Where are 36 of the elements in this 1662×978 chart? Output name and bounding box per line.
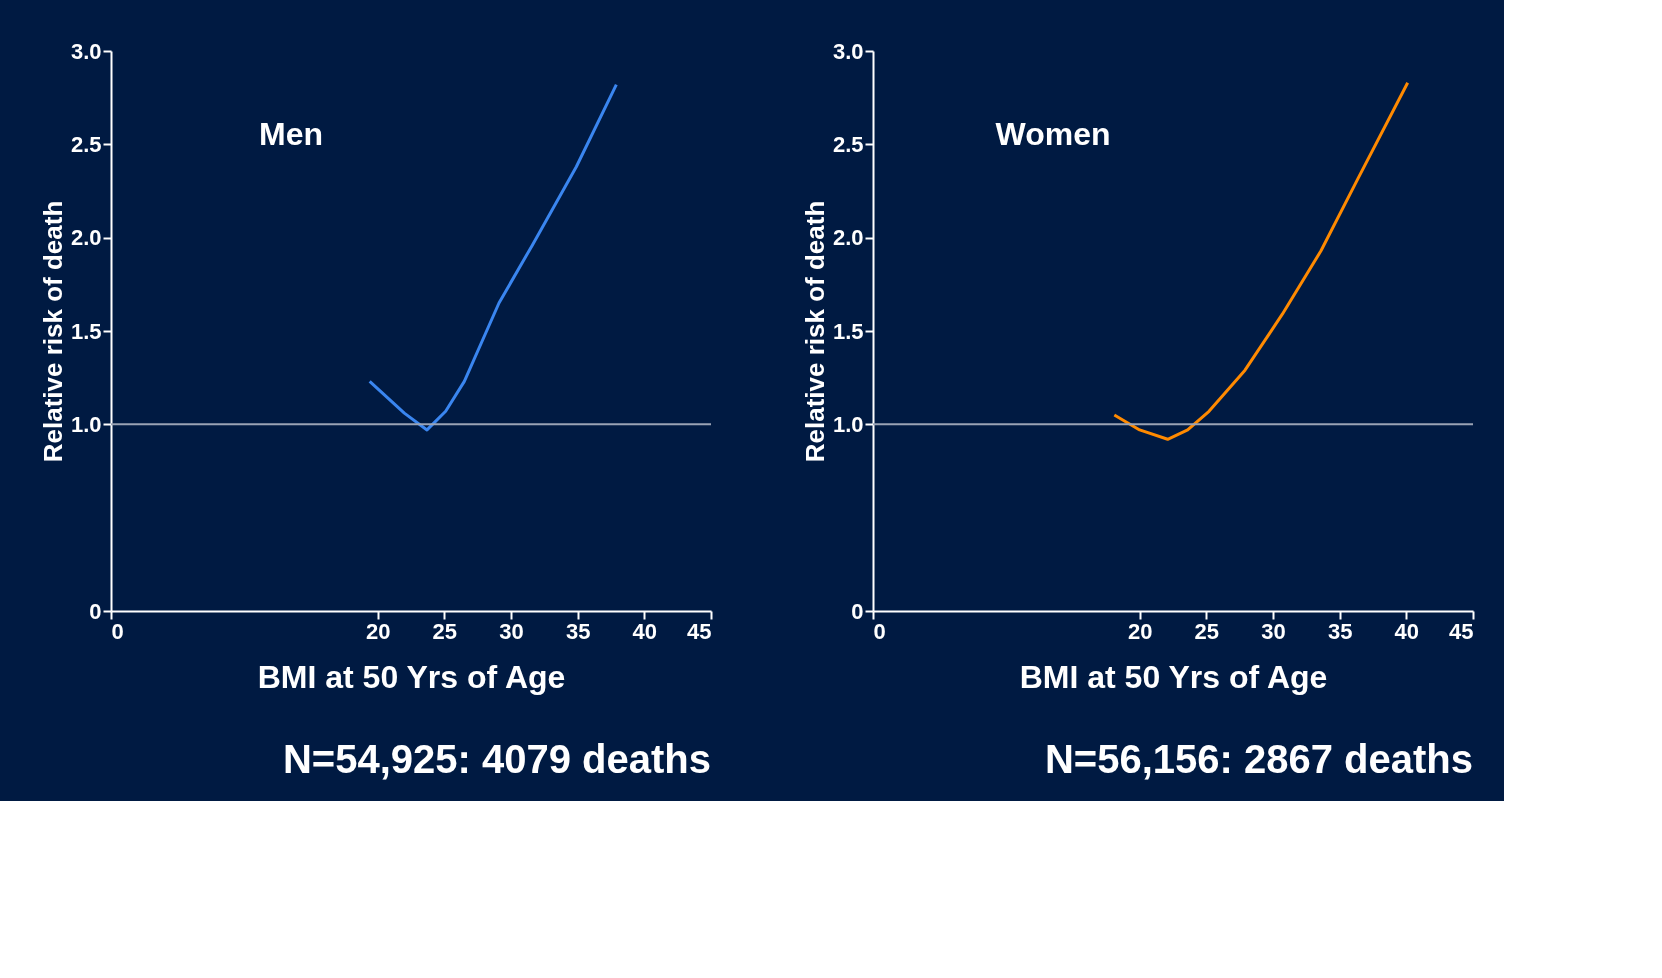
text: Women: [995, 116, 1111, 152]
x-tick-label: 0: [873, 618, 886, 644]
x-axis-title: BMI at 50 Yrs of Age: [257, 658, 566, 695]
y-axis-title: Relative risk of death: [37, 200, 68, 463]
x-tick-label: 25: [1194, 618, 1220, 644]
x-tick-label: 30: [499, 618, 524, 644]
x-tick-label: 20: [365, 618, 391, 644]
line-series: [368, 83, 618, 432]
y-tick-label: 2.0: [832, 225, 864, 251]
x-tick-label: 40: [1394, 618, 1420, 644]
x-axis-title: BMI at 50 Yrs of Age: [1019, 658, 1328, 695]
x-tick-label: 35: [565, 618, 591, 644]
y-tick-label: 1.5: [832, 318, 864, 344]
x-tick-label: 45: [1449, 618, 1474, 644]
x-tick-label: 30: [1261, 618, 1286, 644]
text: N=54,925: 4079 deaths: [282, 737, 711, 781]
line-series: [1112, 81, 1410, 441]
y-tick-label: 1.0: [70, 411, 102, 437]
y-tick-label: 0: [89, 598, 102, 624]
x-tick-label: 25: [432, 618, 458, 644]
y-tick-label: 3.0: [832, 38, 864, 64]
x-tick-label: 20: [1127, 618, 1153, 644]
y-tick-label: 2.5: [70, 131, 102, 157]
y-tick-label: 2.0: [70, 225, 102, 251]
y-axis-title: Relative risk of death: [799, 200, 830, 463]
y-tick-label: 1.0: [832, 411, 864, 437]
x-tick-label: 45: [687, 618, 712, 644]
y-tick-label: 0: [851, 598, 864, 624]
text: N=56,156: 2867 deaths: [1044, 737, 1473, 781]
y-tick-label: 2.5: [832, 131, 864, 157]
y-tick-label: 3.0: [70, 38, 102, 64]
x-tick-label: 35: [1327, 618, 1353, 644]
x-tick-label: 0: [111, 618, 124, 644]
y-tick-label: 1.5: [70, 318, 102, 344]
x-tick-label: 40: [632, 618, 658, 644]
text: Men: [259, 116, 323, 152]
